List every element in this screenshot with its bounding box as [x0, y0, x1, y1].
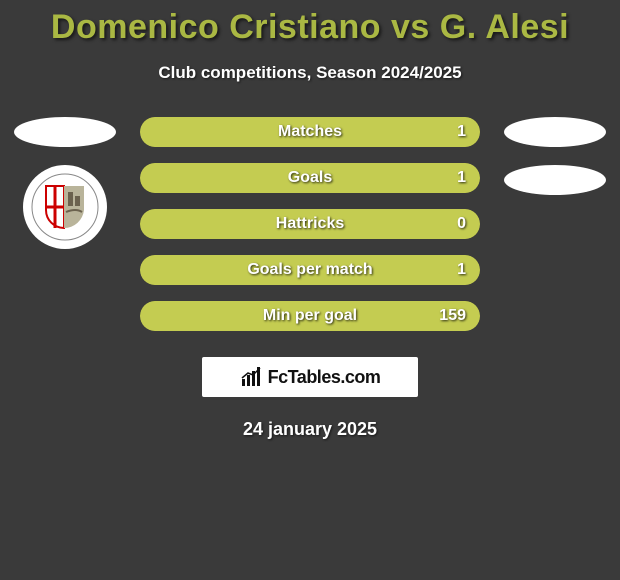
main-row: Matches 1 Goals 1 Hattricks 0 Goals per match 1… [0, 117, 620, 331]
stat-value: 1 [457, 123, 466, 141]
chart-icon [240, 365, 264, 389]
stat-label: Hattricks [276, 215, 344, 233]
stat-value: 0 [457, 215, 466, 233]
club-crest [23, 165, 107, 249]
right-column [500, 117, 610, 195]
stat-row: Matches 1 [140, 117, 480, 147]
brand-text: FcTables.com [268, 367, 381, 388]
stat-label: Min per goal [263, 307, 357, 325]
left-column [10, 117, 120, 249]
player-slot [504, 165, 606, 195]
infographic-container: Domenico Cristiano vs G. Alesi Club comp… [0, 0, 620, 440]
stat-label: Matches [278, 123, 342, 141]
page-title: Domenico Cristiano vs G. Alesi [0, 8, 620, 47]
stat-value: 159 [439, 307, 466, 325]
stat-label: Goals per match [247, 261, 372, 279]
stat-row: Min per goal 159 [140, 301, 480, 331]
stat-label: Goals [288, 169, 332, 187]
date-text: 24 january 2025 [0, 419, 620, 440]
stat-row: Goals 1 [140, 163, 480, 193]
stat-value: 1 [457, 169, 466, 187]
subtitle: Club competitions, Season 2024/2025 [0, 63, 620, 83]
stat-value: 1 [457, 261, 466, 279]
stat-row: Goals per match 1 [140, 255, 480, 285]
brand-box: FcTables.com [202, 357, 418, 397]
player-slot [14, 117, 116, 147]
player-slot [504, 117, 606, 147]
stat-bars: Matches 1 Goals 1 Hattricks 0 Goals per match 1… [140, 117, 480, 331]
stat-row: Hattricks 0 [140, 209, 480, 239]
